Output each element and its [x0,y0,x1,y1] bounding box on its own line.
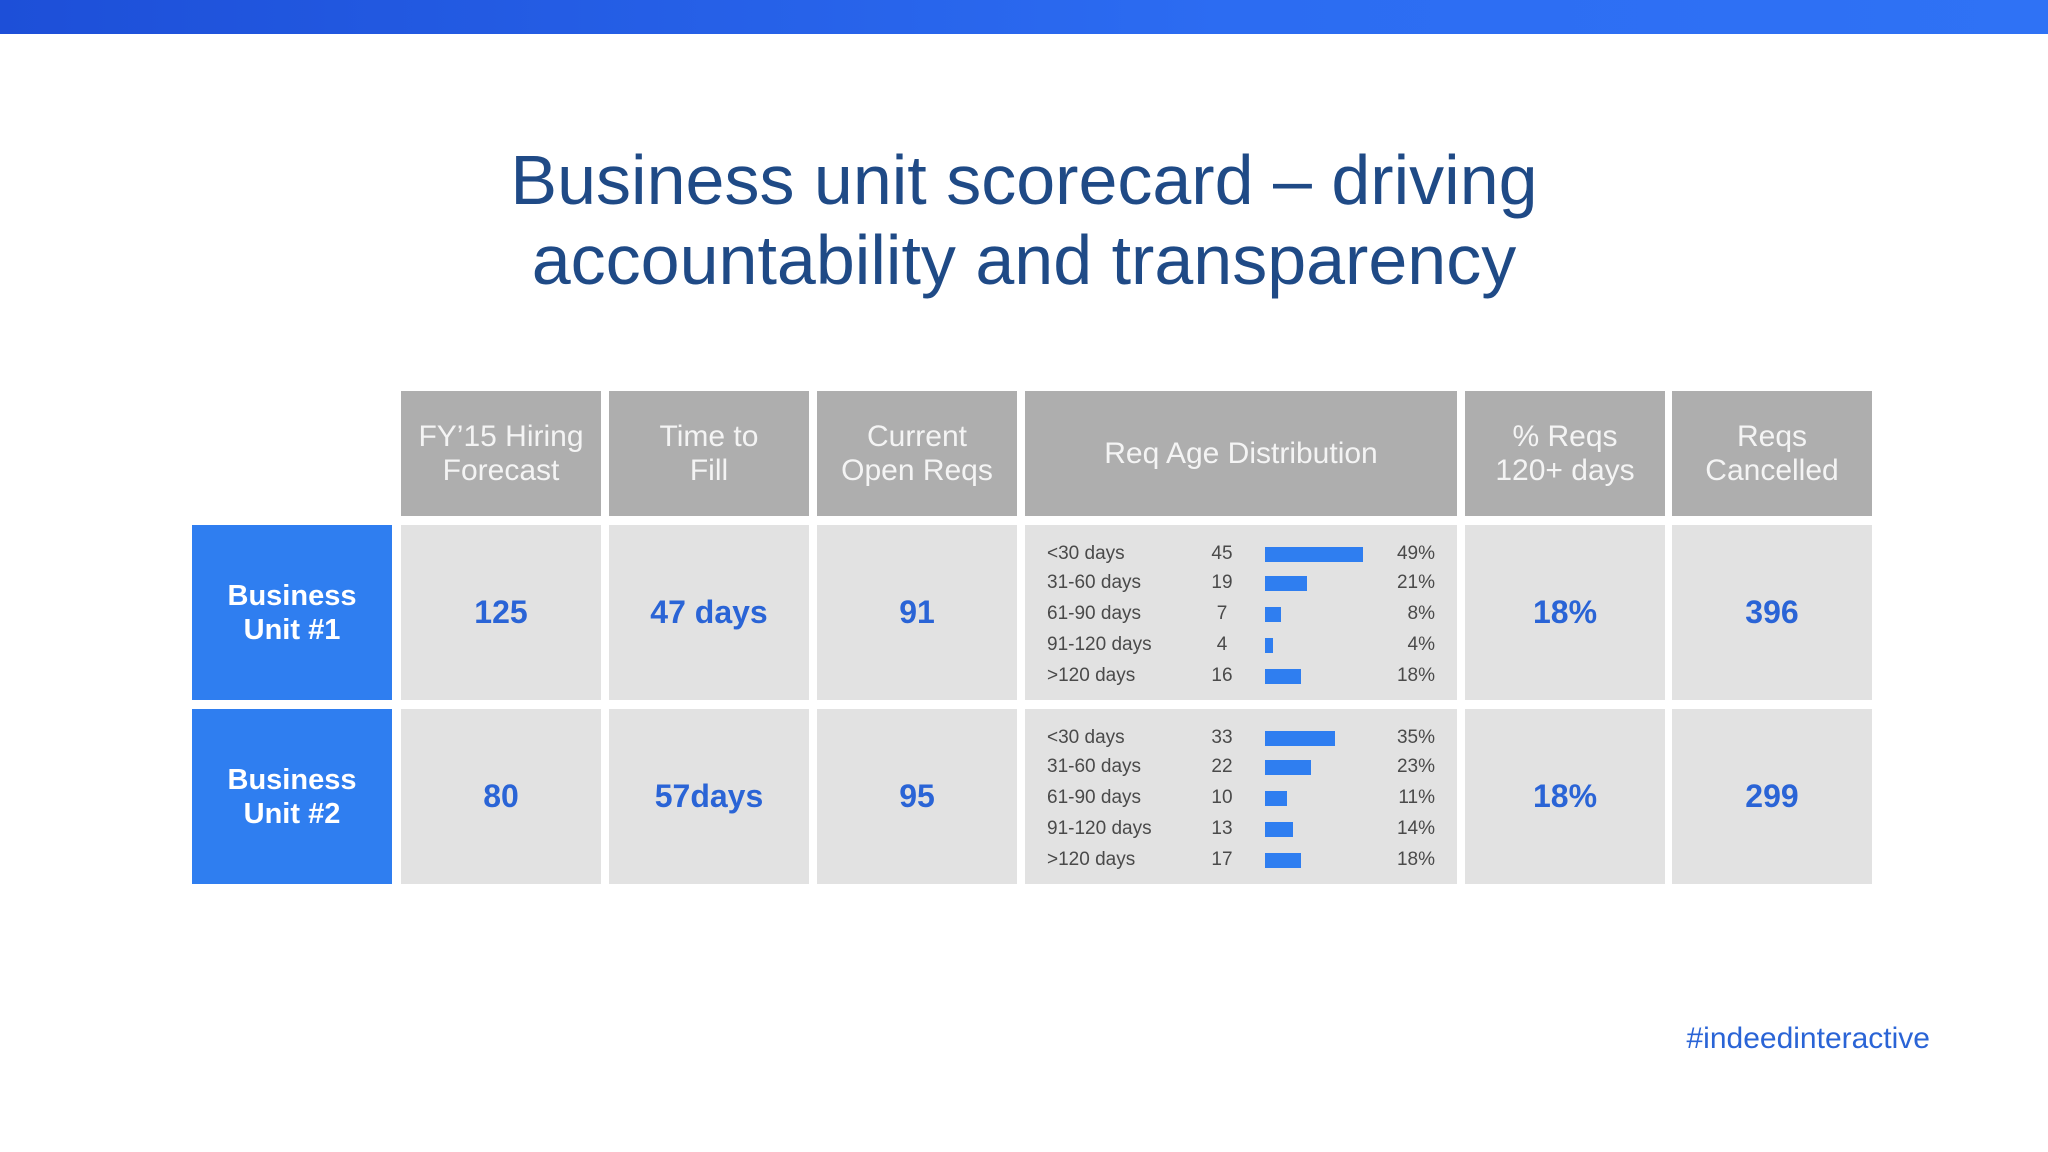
age-bucket-bar [1265,731,1335,746]
title-line-2: accountability and transparency [531,221,1517,299]
age-bucket-percent: 35% [1396,727,1435,748]
open-reqs-value: 91 [817,525,1017,700]
distribution-row: 61-90 days 7 8% [1025,599,1457,629]
age-bucket-label: 91-120 days [1047,818,1152,839]
age-bucket-label: <30 days [1047,543,1125,564]
time-to-fill-value: 47 days [609,525,809,700]
age-bucket-label: 91-120 days [1047,634,1152,655]
age-bucket-label: <30 days [1047,727,1125,748]
title-line-1: Business unit scorecard – driving [510,141,1538,219]
cancelled-value: 299 [1672,709,1872,884]
cancelled-value: 396 [1672,525,1872,700]
age-bucket-count: 10 [1211,787,1233,808]
time-to-fill-value: 57days [609,709,809,884]
age-distribution-cell: <30 days 33 35% 31-60 days 22 23% 61-90 days 10… [1025,709,1457,884]
col-header-age-distribution: Req Age Distribution [1025,391,1457,516]
age-bucket-percent: 14% [1396,818,1435,839]
age-bucket-bar [1265,547,1363,562]
col-header-open-reqs: Current Open Reqs [817,391,1017,516]
distribution-row: <30 days 45 49% [1025,539,1457,569]
distribution-row: 91-120 days 13 14% [1025,814,1457,844]
age-bucket-percent: 11% [1398,787,1435,808]
age-distribution-cell: <30 days 45 49% 31-60 days 19 21% 61-90 days 7 8… [1025,525,1457,700]
row-label-unit-1: Business Unit #1 [192,525,392,700]
top-accent-bar [0,0,2048,34]
age-bucket-label: 31-60 days [1047,572,1142,593]
age-bucket-count: 33 [1211,727,1233,748]
age-bucket-count: 19 [1211,572,1233,593]
age-bucket-label: 31-60 days [1047,756,1142,777]
distribution-row: >120 days 16 18% [1025,661,1457,691]
age-bucket-bar [1265,576,1307,591]
age-bucket-label: >120 days [1047,849,1136,870]
age-bucket-count: 22 [1211,756,1233,777]
age-bucket-count: 17 [1211,849,1233,870]
age-bucket-bar [1265,669,1301,684]
col-header-pct-120: % Reqs 120+ days [1465,391,1665,516]
forecast-value: 80 [401,709,601,884]
slide-title: Business unit scorecard – driving accoun… [0,140,2048,300]
age-bucket-bar [1265,853,1301,868]
age-bucket-bar [1265,760,1311,775]
age-bucket-percent: 21% [1396,572,1435,593]
age-bucket-bar [1265,791,1287,806]
age-bucket-count: 4 [1216,634,1228,655]
age-bucket-count: 16 [1211,665,1233,686]
age-bucket-percent: 18% [1396,849,1435,870]
age-bucket-count: 45 [1211,543,1233,564]
pct-120-value: 18% [1465,525,1665,700]
age-bucket-bar [1265,607,1281,622]
age-bucket-percent: 4% [1407,634,1435,655]
row-label-unit-2: Business Unit #2 [192,709,392,884]
col-header-time-to-fill: Time to Fill [609,391,809,516]
pct-120-value: 18% [1465,709,1665,884]
age-bucket-label: 61-90 days [1047,787,1142,808]
age-bucket-percent: 49% [1396,543,1435,564]
distribution-row: <30 days 33 35% [1025,723,1457,753]
age-bucket-count: 7 [1216,603,1228,624]
age-bucket-bar [1265,638,1273,653]
age-bucket-label: >120 days [1047,665,1136,686]
footer-hashtag: #indeedinteractive [1686,1022,1930,1055]
distribution-row: 91-120 days 4 4% [1025,630,1457,660]
age-bucket-percent: 23% [1396,756,1435,777]
forecast-value: 125 [401,525,601,700]
col-header-cancelled: Reqs Cancelled [1672,391,1872,516]
age-bucket-count: 13 [1211,818,1233,839]
distribution-row: 31-60 days 22 23% [1025,752,1457,782]
distribution-row: 31-60 days 19 21% [1025,568,1457,598]
distribution-row: >120 days 17 18% [1025,845,1457,875]
open-reqs-value: 95 [817,709,1017,884]
age-bucket-label: 61-90 days [1047,603,1142,624]
col-header-forecast: FY’15 Hiring Forecast [401,391,601,516]
age-bucket-percent: 8% [1407,603,1435,624]
age-bucket-percent: 18% [1396,665,1435,686]
age-bucket-bar [1265,822,1293,837]
distribution-row: 61-90 days 10 11% [1025,783,1457,813]
